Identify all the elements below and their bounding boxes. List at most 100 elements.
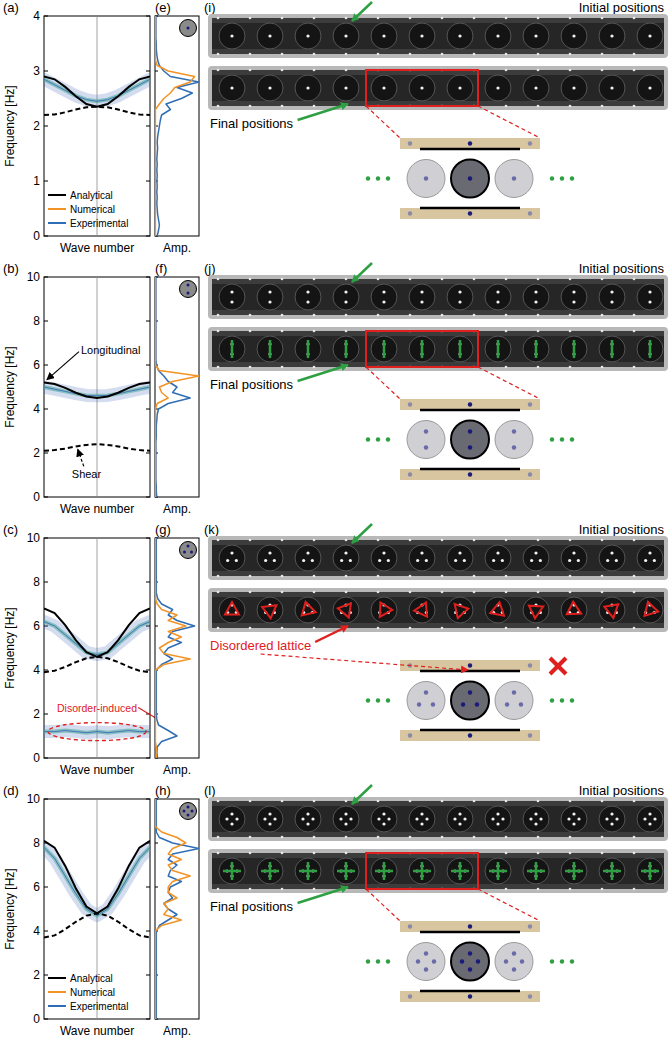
magnet-dots bbox=[268, 290, 271, 303]
final-mark bbox=[449, 599, 468, 618]
disk bbox=[219, 545, 245, 571]
screw bbox=[633, 627, 636, 630]
bar-edge bbox=[420, 670, 520, 673]
y-tick bbox=[44, 538, 48, 539]
screw bbox=[505, 591, 508, 594]
screw bbox=[441, 53, 444, 56]
y-tick bbox=[146, 321, 150, 322]
disk bbox=[219, 336, 245, 362]
disk bbox=[561, 75, 587, 101]
screw bbox=[217, 836, 220, 839]
disk bbox=[637, 597, 663, 623]
screw bbox=[313, 366, 316, 369]
magnet-dots bbox=[568, 551, 580, 562]
disk bbox=[447, 284, 473, 310]
y-tick bbox=[44, 975, 48, 976]
screw bbox=[217, 852, 220, 855]
ellipsis-dot bbox=[560, 698, 564, 702]
x-axis-title: Amp. bbox=[163, 1024, 191, 1038]
y-tick bbox=[44, 71, 48, 72]
pointer-arrow bbox=[352, 263, 372, 282]
screw bbox=[217, 330, 220, 333]
magnet-dot bbox=[567, 817, 570, 820]
panel-label: (h) bbox=[155, 783, 171, 798]
rail-track bbox=[212, 545, 664, 571]
experimental-contour-band bbox=[44, 731, 150, 733]
y-tick-label: 6 bbox=[33, 358, 40, 372]
screw bbox=[313, 17, 316, 20]
magnet-dot bbox=[382, 551, 385, 554]
screw bbox=[249, 800, 252, 803]
red-cross bbox=[550, 658, 566, 674]
final-mark bbox=[261, 870, 279, 873]
magnet-dots bbox=[378, 551, 390, 562]
magnet-dot bbox=[539, 559, 542, 562]
disk bbox=[409, 858, 435, 884]
legend-swatch bbox=[48, 991, 66, 993]
magnet-dot bbox=[458, 86, 461, 89]
magnet-dot bbox=[306, 551, 309, 554]
magnet-dot bbox=[424, 690, 428, 694]
final-mark bbox=[611, 340, 614, 358]
ellipsis-dot bbox=[560, 959, 564, 963]
magnet-dots bbox=[344, 86, 347, 89]
screw bbox=[377, 17, 380, 20]
magnet-dot bbox=[377, 817, 380, 820]
panel-label: (k) bbox=[204, 522, 219, 537]
disk bbox=[371, 545, 397, 571]
final-mark bbox=[604, 604, 620, 619]
screw bbox=[473, 800, 476, 803]
bar-magnet bbox=[468, 663, 472, 667]
screw bbox=[313, 53, 316, 56]
magnet-dots bbox=[268, 34, 271, 37]
magnet-dot bbox=[572, 86, 575, 89]
disk bbox=[485, 75, 511, 101]
disk bbox=[257, 597, 283, 623]
bar-magnet bbox=[468, 733, 472, 737]
screw bbox=[345, 278, 348, 281]
y-tick bbox=[44, 236, 48, 237]
magnet-dot bbox=[416, 959, 420, 963]
magnet-dot bbox=[534, 86, 537, 89]
screw bbox=[249, 69, 252, 72]
magnet-dot bbox=[648, 822, 651, 825]
magnet-dot bbox=[302, 559, 305, 562]
magnet-dots bbox=[458, 290, 461, 303]
disk bbox=[295, 75, 321, 101]
y-tick-label: 6 bbox=[33, 880, 40, 894]
spectrum-marks bbox=[155, 799, 199, 1019]
experimental-contour-line bbox=[44, 731, 150, 733]
magnet-dot bbox=[572, 822, 575, 825]
analytical-curve bbox=[44, 913, 150, 937]
magnet-dots bbox=[572, 290, 575, 303]
panel-label: (j) bbox=[204, 261, 216, 276]
screw bbox=[505, 69, 508, 72]
disk bbox=[523, 806, 549, 832]
ellipsis-dot bbox=[570, 959, 574, 963]
final-mark bbox=[231, 340, 234, 358]
experimental-contour-core bbox=[44, 387, 150, 396]
magnet-bar bbox=[400, 991, 540, 1002]
ellipsis-dot bbox=[376, 698, 380, 702]
y-tick-label: 8 bbox=[33, 836, 40, 850]
magnet-dots bbox=[344, 290, 347, 303]
x-axis-title: Wave number bbox=[60, 502, 134, 516]
rail bbox=[210, 16, 666, 56]
screw bbox=[217, 314, 220, 317]
schematic-disk bbox=[451, 682, 489, 720]
disk bbox=[257, 806, 283, 832]
legend-swatch bbox=[48, 208, 66, 210]
magnet-dot bbox=[187, 27, 190, 30]
screw bbox=[537, 627, 540, 630]
rail bbox=[210, 590, 666, 630]
screw bbox=[217, 627, 220, 630]
screw bbox=[441, 575, 444, 578]
bar-magnet bbox=[468, 402, 472, 406]
legend-label: Experimental bbox=[70, 218, 128, 229]
disk bbox=[333, 597, 359, 623]
spectrum-marks bbox=[155, 538, 194, 758]
bar-magnet bbox=[408, 141, 412, 145]
magnet-dots bbox=[424, 429, 428, 449]
magnet-dot bbox=[424, 445, 428, 449]
legend-swatch bbox=[48, 194, 66, 196]
